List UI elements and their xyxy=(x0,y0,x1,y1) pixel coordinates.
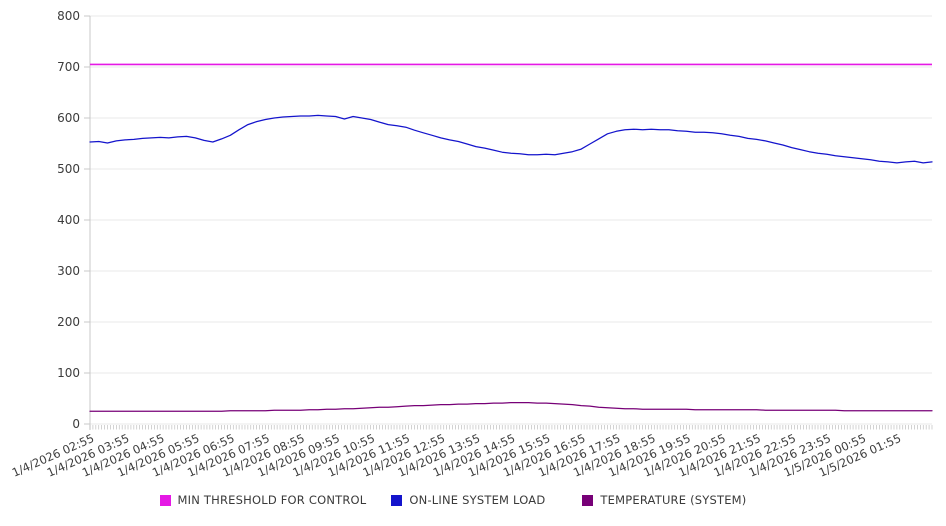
legend-item-min-threshold: MIN THRESHOLD FOR CONTROL xyxy=(159,493,367,507)
legend-item-online-system-load: ON-LINE SYSTEM LOAD xyxy=(391,493,545,507)
y-tick-label: 300 xyxy=(57,264,80,278)
series-temperature-system xyxy=(89,401,933,412)
y-tick-label: 500 xyxy=(57,162,80,176)
x-minor-ticks xyxy=(89,425,933,430)
legend-label-online-system-load: ON-LINE SYSTEM LOAD xyxy=(409,493,546,507)
legend: MIN THRESHOLD FOR CONTROL ON-LINE SYSTEM… xyxy=(0,493,946,507)
legend-swatch-online-system-load xyxy=(391,494,403,506)
chart-canvas: 0 100 200 300 400 500 600 700 800 1/4/2026 02:551… xyxy=(10,9,933,480)
legend-label-min-threshold: MIN THRESHOLD FOR CONTROL xyxy=(177,493,367,507)
gridlines xyxy=(90,15,932,425)
series-on-line-system-load xyxy=(89,114,933,164)
y-tick-label: 800 xyxy=(57,9,80,23)
y-tick-label: 100 xyxy=(57,366,80,380)
legend-swatch-temperature-system xyxy=(582,494,594,506)
y-tick-label: 200 xyxy=(57,315,80,329)
legend-item-temperature-system: TEMPERATURE (SYSTEM) xyxy=(582,493,746,507)
legend-label-temperature-system: TEMPERATURE (SYSTEM) xyxy=(600,493,747,507)
y-tick-label: 600 xyxy=(57,111,80,125)
y-axis-labels: 0 100 200 300 400 500 600 700 800 xyxy=(57,9,90,431)
y-tick-label: 400 xyxy=(57,213,80,227)
legend-swatch-min-threshold xyxy=(159,494,171,506)
x-axis-labels: 1/4/2026 02:551/4/2026 03:551/4/2026 04:… xyxy=(10,431,903,480)
y-tick-label: 700 xyxy=(57,60,80,74)
y-tick-label: 0 xyxy=(72,417,80,431)
